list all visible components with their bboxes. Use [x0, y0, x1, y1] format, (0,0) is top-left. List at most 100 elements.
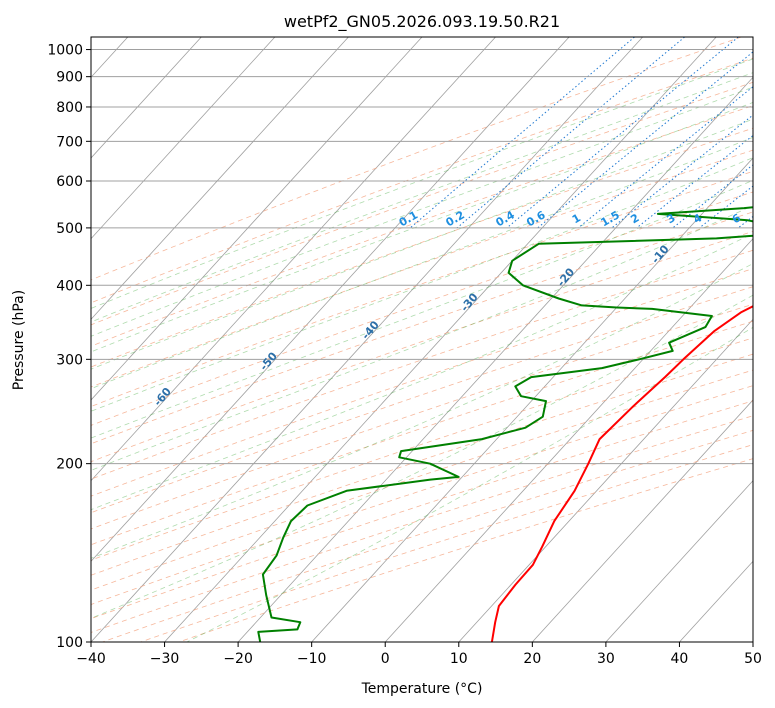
isotherm-line — [605, 480, 753, 642]
isotherm-line — [679, 560, 753, 642]
mixing-ratio-label: 1 — [570, 211, 583, 226]
dry-adiabat-line — [91, 211, 753, 445]
y-tick-label: 300 — [56, 352, 83, 368]
isotherm-lines — [0, 37, 753, 642]
mixing-ratio-line — [636, 134, 753, 229]
mixing-ratio-line — [699, 185, 753, 229]
mixing-ratio-label: 8 — [758, 211, 771, 226]
isotherm-line — [532, 399, 753, 642]
dry-adiabat-line — [91, 57, 753, 304]
isotherm-line — [384, 238, 753, 642]
dry-adiabat-line — [102, 429, 753, 642]
x-tick-label: 10 — [450, 651, 468, 667]
moist-adiabat-line — [91, 136, 753, 390]
mixing-ratio-line — [767, 37, 775, 228]
moist-adiabat-line — [91, 179, 753, 439]
dry-adiabat-line — [91, 127, 753, 368]
mixing-ratio-line — [737, 215, 753, 229]
mixing-ratio-line — [506, 37, 739, 229]
isotherm-label: -60 — [151, 385, 174, 409]
mixing-ratio-line — [611, 114, 753, 229]
moist-adiabat-line — [91, 205, 753, 471]
x-tick-label: 40 — [671, 651, 689, 667]
dry-adiabat-line — [91, 337, 753, 561]
isotherm-line — [164, 37, 717, 642]
isotherm-line — [91, 37, 643, 642]
dry-adiabat-line — [91, 81, 753, 326]
moist-adiabat-line — [91, 102, 753, 353]
x-tick-label: 0 — [381, 651, 390, 667]
pressure-grid — [91, 49, 753, 642]
series-group — [257, 206, 753, 642]
x-tick-label: −20 — [223, 651, 253, 667]
mixing-ratio-label: 1.5 — [598, 208, 621, 229]
moist-adiabat-lines — [91, 58, 753, 642]
y-tick-label: 700 — [56, 134, 83, 150]
y-tick-label: 600 — [56, 174, 83, 190]
mixing-ratio-label: 0.2 — [444, 208, 467, 229]
dry-adiabat-lines — [91, 37, 753, 642]
moist-adiabat-line — [91, 58, 753, 309]
dry-adiabat-line — [91, 353, 753, 576]
mixing-ratio-line — [456, 37, 685, 229]
isotherm-label: -40 — [359, 318, 382, 342]
mixing-ratio-line — [577, 86, 753, 229]
mixing-ratio-label: 6 — [730, 211, 743, 226]
y-tick-label: 400 — [56, 278, 83, 294]
dry-adiabat-line — [91, 149, 753, 388]
isotherm-line — [752, 641, 753, 642]
dewpoint-profile-line — [257, 206, 753, 642]
y-tick-label: 500 — [56, 221, 83, 237]
dry-adiabat-line — [91, 415, 753, 633]
x-axis-ticks: −40 −30 −20 −10 0 10 20 30 40 50 — [76, 642, 762, 667]
dry-adiabat-line — [91, 105, 753, 347]
mixing-ratio-label: 0.4 — [493, 208, 517, 229]
isotherm-line — [91, 37, 349, 320]
x-axis-label: Temperature (°C) — [361, 681, 483, 697]
mixing-ratio-lines — [409, 37, 775, 229]
isopleth-labels: 0.10.20.40.611.52346810131620253036-100-… — [151, 203, 775, 409]
x-tick-label: −10 — [297, 651, 327, 667]
mixing-ratio-line — [537, 51, 753, 229]
moist-adiabat-line — [91, 86, 753, 337]
isotherm-line — [91, 37, 496, 482]
dry-adiabat-line — [91, 37, 742, 281]
moist-adiabat-line — [91, 233, 753, 511]
y-tick-label: 200 — [56, 457, 83, 473]
mixing-ratio-line — [672, 164, 753, 229]
x-tick-label: −30 — [150, 651, 180, 667]
dry-adiabat-line — [91, 400, 753, 620]
temperature-profile-line — [490, 305, 753, 642]
x-tick-label: 30 — [597, 651, 615, 667]
chart-title: wetPf2_GN05.2026.093.19.50.R21 — [284, 12, 560, 32]
isotherm-line — [458, 318, 753, 642]
isotherm-line — [91, 37, 570, 562]
isotherm-line — [91, 37, 423, 401]
plot-frame — [90, 36, 754, 643]
moist-adiabat-line — [91, 118, 753, 370]
x-tick-label: 50 — [744, 651, 762, 667]
dry-adiabat-line — [91, 286, 753, 514]
mixing-ratio-label: 0.6 — [524, 208, 548, 229]
y-axis-ticks: 100 200 300 400 500 600 700 800 900 1000 — [47, 43, 91, 651]
x-tick-label: −40 — [76, 651, 106, 667]
dry-adiabat-line — [91, 268, 753, 497]
dry-adiabat-label: 0 — [767, 203, 775, 218]
dry-adiabat-line — [91, 385, 753, 605]
dry-adiabat-line — [91, 230, 753, 463]
mixing-ratio-line — [409, 37, 635, 229]
dry-adiabat-line — [178, 458, 753, 642]
moist-adiabat-line — [91, 157, 753, 412]
y-tick-label: 100 — [56, 635, 83, 651]
mixing-ratio-label: 2 — [628, 211, 641, 226]
isotherm-line — [0, 37, 54, 642]
y-tick-label: 800 — [56, 100, 83, 116]
x-tick-label: 20 — [523, 651, 541, 667]
y-tick-label: 900 — [56, 70, 83, 86]
isotherm-label: -50 — [257, 349, 280, 373]
isotherm-label: -30 — [458, 290, 481, 314]
moist-adiabat-line — [91, 263, 753, 559]
dry-adiabat-line — [91, 320, 753, 546]
dry-adiabat-line — [140, 444, 753, 642]
